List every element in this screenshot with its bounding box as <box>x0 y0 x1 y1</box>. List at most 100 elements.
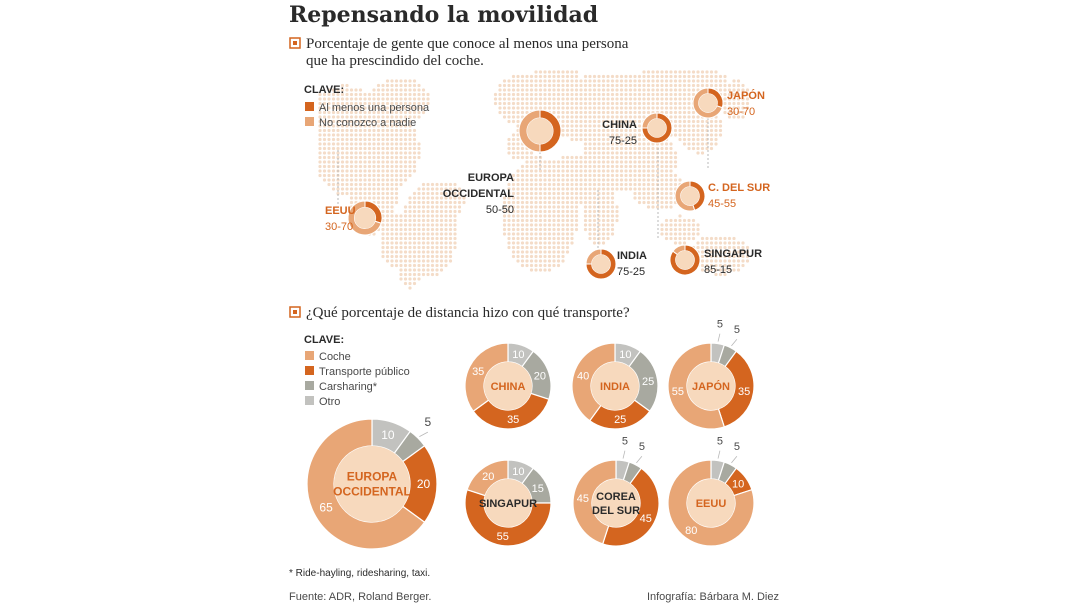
map-dot <box>394 115 399 119</box>
map-dot <box>399 146 403 151</box>
map-dot <box>570 97 574 101</box>
map-dot <box>696 79 700 83</box>
map-dot <box>538 223 543 227</box>
map-dot <box>363 178 367 182</box>
map-dot <box>736 97 741 101</box>
map-dot <box>565 115 570 119</box>
map-dot <box>507 97 511 101</box>
map-dot <box>646 142 651 146</box>
map-dot <box>732 101 736 106</box>
map-dot <box>570 110 574 115</box>
map-dot <box>381 133 385 137</box>
map-dot <box>529 83 534 88</box>
map-dot <box>570 88 574 92</box>
map-dot <box>385 250 390 254</box>
map-dot <box>345 119 349 124</box>
map-dot <box>583 137 588 142</box>
map-dot <box>714 236 718 241</box>
map-dot <box>448 227 453 232</box>
map-dot <box>660 97 664 101</box>
map-dot <box>601 241 606 245</box>
map-dot <box>529 178 534 182</box>
map-dot <box>669 115 673 119</box>
map-dot <box>349 191 354 196</box>
map-dot <box>637 151 642 155</box>
map-dot <box>642 173 646 178</box>
map-dot <box>687 83 691 88</box>
map-dot <box>619 146 624 151</box>
map-dot <box>691 83 696 88</box>
map-dot <box>376 178 381 182</box>
map-dot <box>529 214 534 218</box>
map-dot <box>525 205 529 209</box>
map-dot <box>583 83 588 88</box>
map-dot <box>507 106 511 110</box>
map-dot <box>543 236 547 241</box>
map-dot <box>354 146 358 151</box>
map-dot <box>642 70 646 74</box>
map-dot <box>637 79 642 83</box>
map-dot <box>552 178 556 182</box>
map-dot <box>525 218 529 223</box>
map-dot <box>570 164 574 169</box>
map-dot <box>448 232 453 236</box>
map-dot <box>340 115 345 119</box>
map-dot <box>687 110 691 115</box>
map-dot <box>349 97 354 101</box>
map-dot <box>520 200 525 205</box>
map-dot <box>588 133 592 137</box>
map-dot <box>376 142 381 146</box>
map-dot <box>412 160 417 164</box>
map-dot <box>516 106 520 110</box>
map-dot <box>367 151 372 155</box>
map-dot <box>502 196 507 200</box>
map-dot <box>511 115 516 119</box>
map-dot <box>633 83 637 88</box>
map-dot <box>385 200 390 205</box>
map-dot <box>673 119 678 124</box>
map-dot <box>561 169 565 173</box>
map-dot <box>610 83 615 88</box>
map-dot <box>646 178 651 182</box>
map-dot <box>358 187 363 191</box>
map-dot <box>556 214 561 218</box>
map-dot <box>511 137 516 142</box>
map-dot <box>673 227 678 232</box>
map-dot <box>408 83 412 88</box>
map-dot <box>547 254 552 259</box>
map-dot <box>619 128 624 133</box>
map-dot <box>529 223 534 227</box>
map-dot <box>327 146 331 151</box>
map-dot <box>574 200 579 205</box>
map-dot <box>615 115 619 119</box>
map-dot <box>579 124 583 128</box>
map-dot <box>624 110 628 115</box>
map-dot <box>399 142 403 146</box>
map-dot <box>511 83 516 88</box>
map-dot <box>606 155 610 160</box>
map-dot <box>565 218 570 223</box>
map-dot <box>691 142 696 146</box>
map-dot <box>417 200 421 205</box>
map-dot <box>642 142 646 146</box>
map-dot <box>358 169 363 173</box>
map-dot <box>561 236 565 241</box>
map-dot <box>376 124 381 128</box>
map-dot <box>376 119 381 124</box>
map-dot <box>543 263 547 268</box>
map-dot <box>534 250 538 254</box>
map-dot <box>340 182 345 187</box>
map-dot <box>327 110 331 115</box>
map-dot <box>691 74 696 79</box>
map-dot <box>732 110 736 115</box>
map-dot <box>331 133 336 137</box>
map-dot <box>421 268 426 272</box>
map-dot <box>327 178 331 182</box>
map-dot <box>642 137 646 142</box>
map-dot <box>723 236 727 241</box>
map-dot <box>453 209 457 214</box>
map-dot <box>318 173 322 178</box>
map-dot <box>642 146 646 151</box>
map-dot <box>741 110 745 115</box>
